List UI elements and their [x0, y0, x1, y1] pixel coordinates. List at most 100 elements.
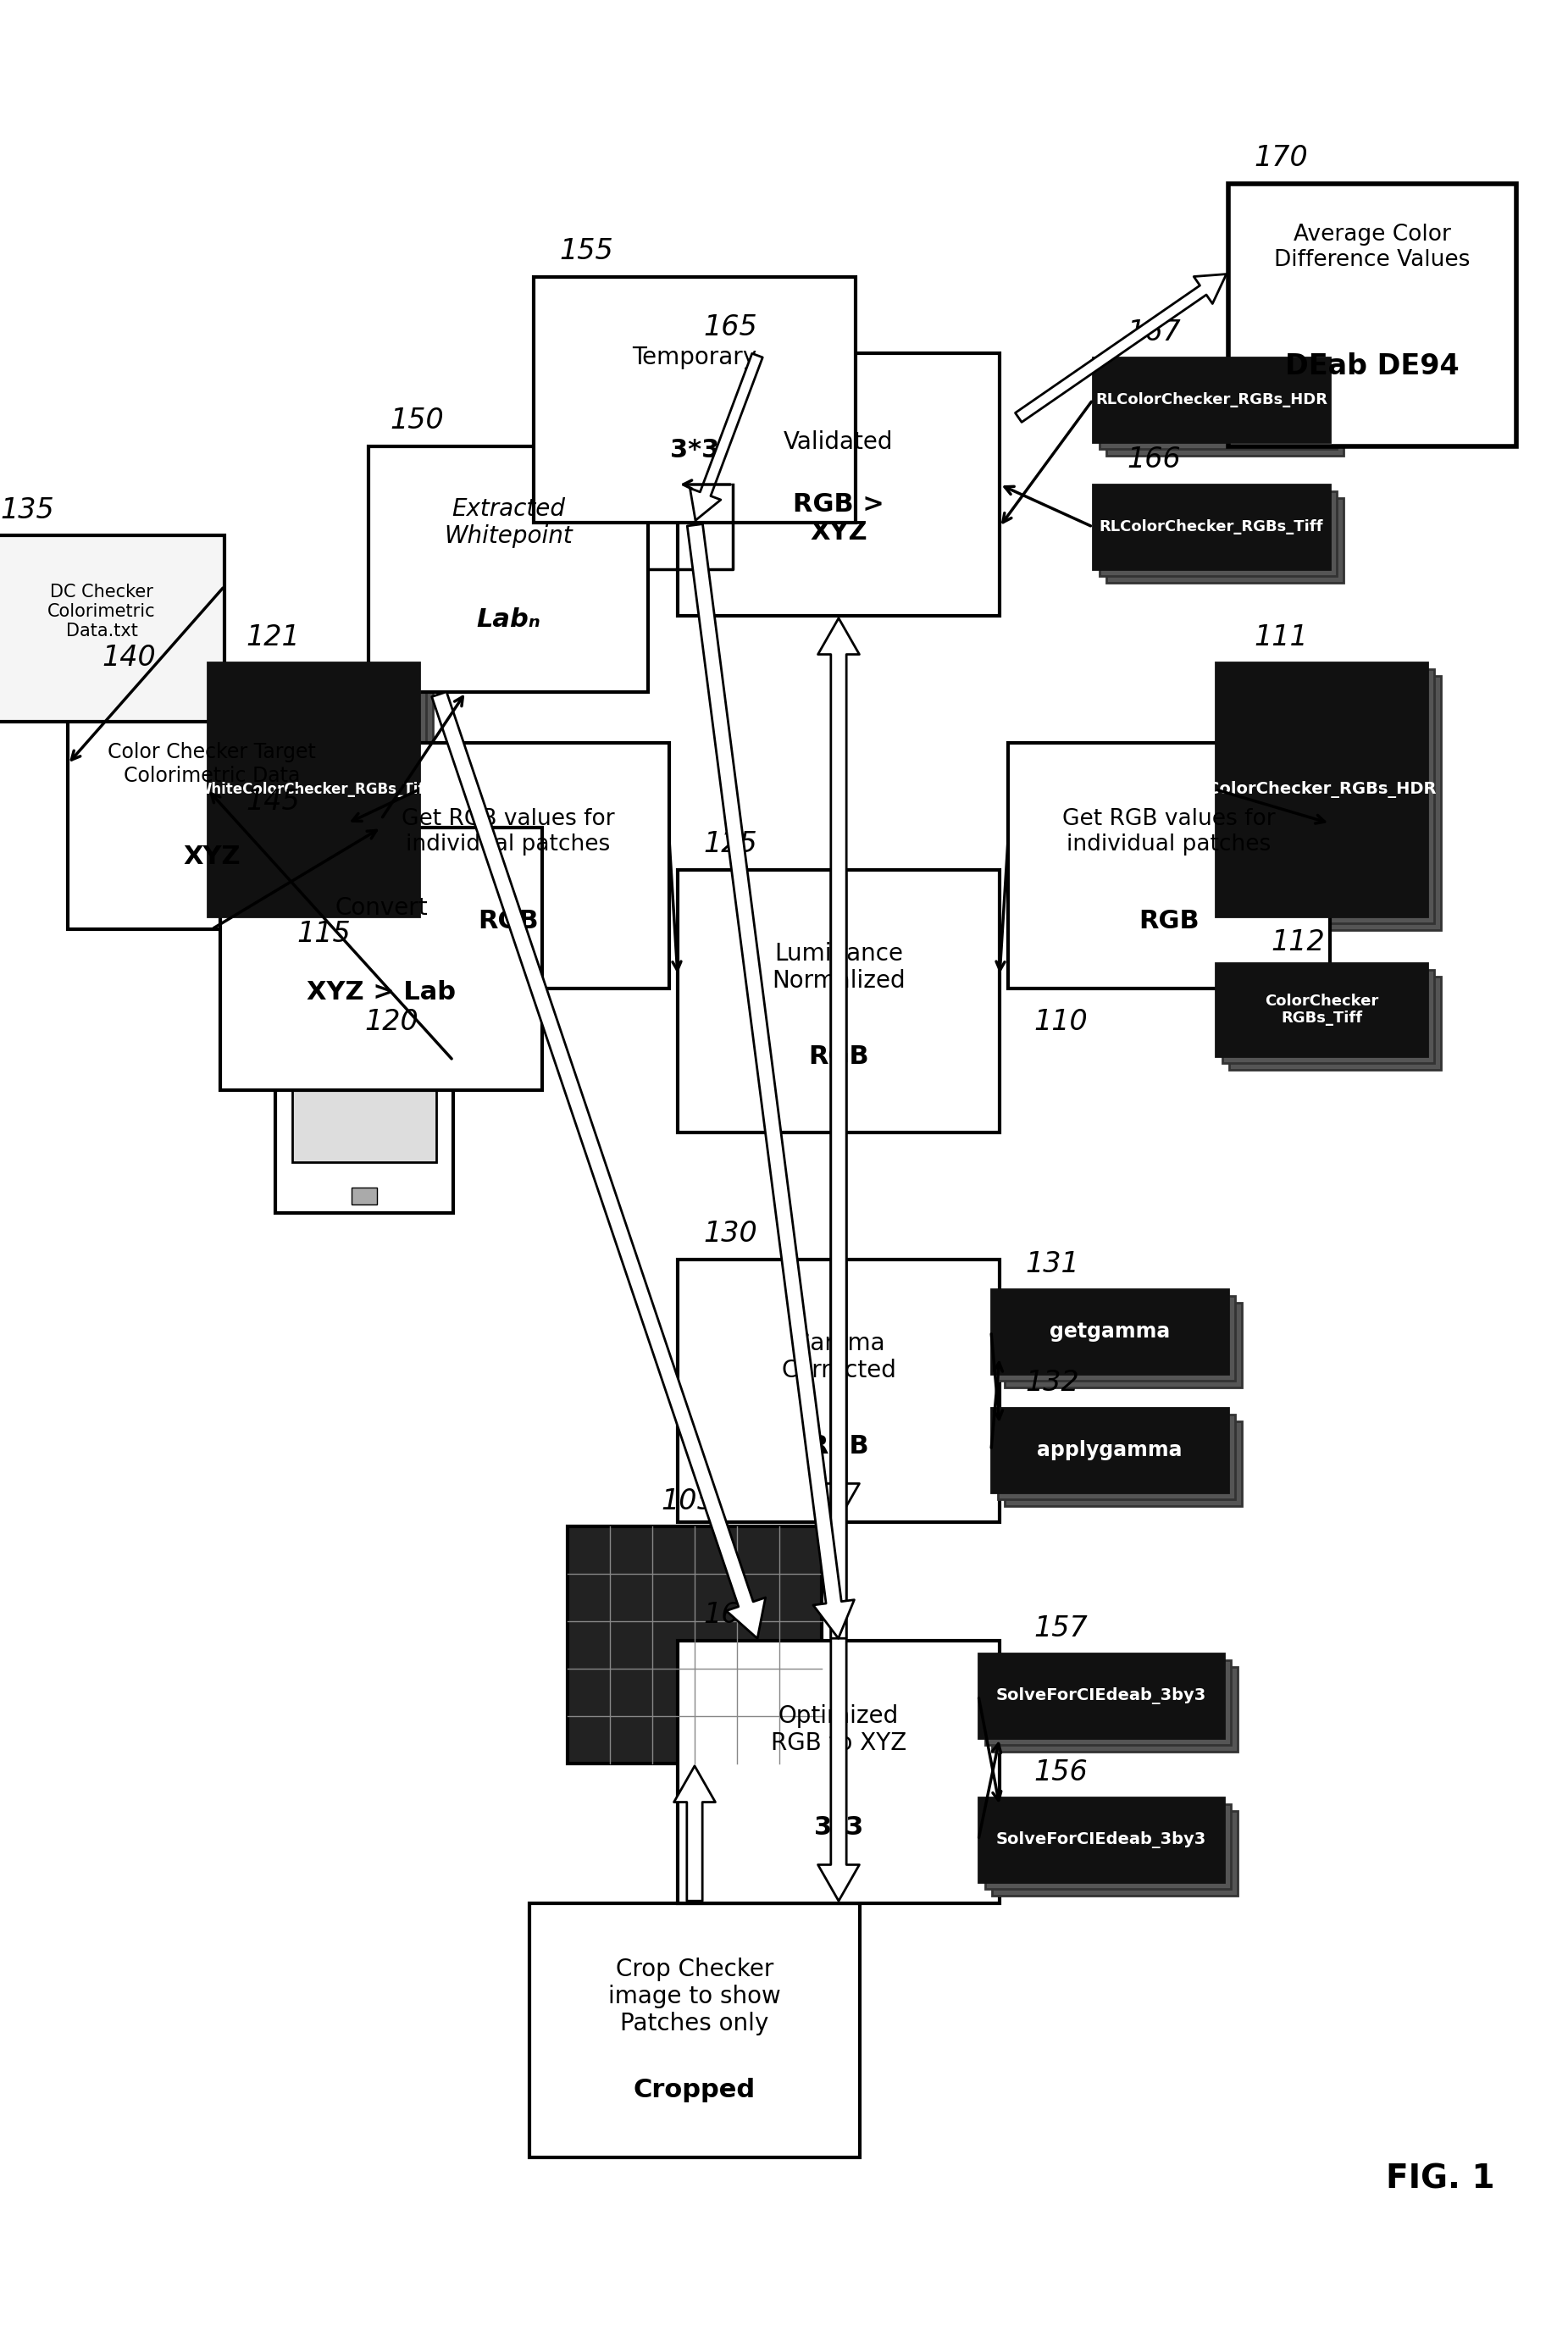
Text: 3*3: 3*3: [670, 439, 720, 463]
Text: 121: 121: [246, 622, 299, 650]
Text: 112: 112: [1270, 927, 1325, 956]
Bar: [221, 676, 433, 930]
Text: getgamma: getgamma: [1049, 1322, 1170, 1341]
Text: RGB: RGB: [808, 1045, 869, 1068]
Text: 130: 130: [702, 1221, 757, 1249]
Text: RGB: RGB: [808, 1435, 869, 1458]
Text: RGB: RGB: [478, 909, 538, 932]
Text: 131: 131: [1025, 1249, 1079, 1277]
Bar: [533, 277, 856, 524]
Bar: [0, 535, 224, 721]
Bar: [1229, 977, 1441, 1071]
Bar: [1008, 742, 1330, 989]
Bar: [993, 1667, 1237, 1752]
Text: RGB: RGB: [1138, 909, 1200, 932]
Bar: [991, 1289, 1228, 1374]
Bar: [991, 1409, 1228, 1493]
Text: 160: 160: [702, 1601, 757, 1630]
Text: 166: 166: [1127, 446, 1181, 472]
Bar: [978, 1799, 1225, 1883]
Text: DEab DE94: DEab DE94: [1286, 352, 1460, 380]
Text: Extracted
Whitepoint: Extracted Whitepoint: [444, 498, 572, 547]
Text: WhiteColorChecker_RGBs_Tiff: WhiteColorChecker_RGBs_Tiff: [196, 782, 431, 796]
Bar: [1005, 1303, 1242, 1388]
Text: 155: 155: [560, 237, 613, 265]
Bar: [677, 1259, 999, 1522]
Bar: [368, 446, 648, 693]
Text: 125: 125: [702, 831, 757, 859]
Bar: [1223, 669, 1435, 923]
Text: Get RGB values for
individual patches: Get RGB values for individual patches: [401, 808, 615, 855]
Bar: [1093, 484, 1330, 568]
Text: Color Checker Target
Colorimetric Data: Color Checker Target Colorimetric Data: [108, 742, 315, 787]
Bar: [677, 352, 999, 615]
Text: Average Color
Difference Values: Average Color Difference Values: [1275, 223, 1471, 270]
Bar: [677, 869, 999, 1132]
Bar: [1107, 498, 1344, 582]
Bar: [985, 1660, 1231, 1745]
Bar: [993, 1810, 1237, 1895]
Bar: [1093, 357, 1330, 441]
Bar: [1228, 183, 1516, 446]
Text: 135: 135: [0, 495, 53, 524]
Bar: [207, 662, 419, 916]
Bar: [292, 977, 436, 1162]
Bar: [530, 1904, 859, 2158]
Text: RLColorChecker_RGBs_HDR: RLColorChecker_RGBs_HDR: [1096, 392, 1328, 409]
Bar: [351, 1188, 376, 1205]
Bar: [997, 1413, 1236, 1500]
Text: Cropped: Cropped: [633, 2078, 756, 2101]
Bar: [985, 1803, 1231, 1888]
Bar: [1223, 970, 1435, 1064]
Text: 110: 110: [1033, 1007, 1088, 1035]
Text: Validated: Validated: [784, 430, 894, 453]
Text: 105: 105: [660, 1486, 715, 1514]
Text: FIG. 1: FIG. 1: [1386, 2163, 1494, 2195]
Text: 120: 120: [364, 1007, 419, 1035]
Text: 132: 132: [1025, 1369, 1079, 1397]
Text: 167: 167: [1127, 317, 1181, 345]
Text: 165: 165: [702, 315, 757, 343]
Bar: [677, 1641, 999, 1904]
Bar: [276, 958, 453, 1214]
Bar: [1005, 1421, 1242, 1505]
Bar: [220, 826, 543, 1089]
Text: applygamma: applygamma: [1036, 1439, 1182, 1460]
Text: 156: 156: [1033, 1759, 1088, 1787]
Text: 170: 170: [1254, 146, 1308, 171]
Bar: [1215, 963, 1427, 1057]
Text: XYZ > Lab: XYZ > Lab: [307, 981, 456, 1005]
Bar: [1229, 676, 1441, 930]
Bar: [978, 1653, 1225, 1738]
Text: Crop Checker
image to show
Patches only: Crop Checker image to show Patches only: [608, 1958, 781, 2036]
Text: Get RGB values for
individual patches: Get RGB values for individual patches: [1063, 808, 1276, 855]
Text: ColorChecker
RGBs_Tiff: ColorChecker RGBs_Tiff: [1265, 993, 1378, 1026]
Text: Labₙ: Labₙ: [477, 608, 541, 632]
Text: 150: 150: [390, 406, 444, 434]
Text: SolveForCIEdeab_3by3: SolveForCIEdeab_3by3: [996, 1688, 1206, 1705]
Text: ColorChecker_RGBs_HDR: ColorChecker_RGBs_HDR: [1207, 782, 1436, 798]
Text: RGB >
XYZ: RGB > XYZ: [793, 491, 884, 545]
Text: RLColorChecker_RGBs_Tiff: RLColorChecker_RGBs_Tiff: [1099, 519, 1323, 535]
Bar: [215, 669, 426, 923]
Text: XYZ: XYZ: [183, 845, 240, 869]
Text: 111: 111: [1254, 622, 1308, 650]
Text: DC Checker
Colorimetric
Data.txt: DC Checker Colorimetric Data.txt: [47, 582, 155, 639]
Bar: [568, 1526, 822, 1763]
Text: 140: 140: [102, 643, 155, 672]
Text: 145: 145: [246, 789, 299, 817]
Text: Convert: Convert: [334, 897, 428, 920]
Bar: [1099, 491, 1338, 575]
Text: Optimized
RGB to XYZ: Optimized RGB to XYZ: [771, 1705, 906, 1756]
Bar: [1215, 662, 1427, 916]
Text: 157: 157: [1033, 1613, 1088, 1641]
Bar: [67, 683, 356, 930]
Text: 115: 115: [296, 920, 351, 946]
Bar: [1107, 371, 1344, 456]
Bar: [348, 742, 670, 989]
Bar: [1099, 364, 1338, 448]
Bar: [997, 1296, 1236, 1381]
Text: Temporary: Temporary: [632, 345, 757, 369]
Text: SolveForCIEdeab_3by3: SolveForCIEdeab_3by3: [996, 1831, 1206, 1848]
Text: Gamma
Corrected: Gamma Corrected: [781, 1331, 897, 1383]
